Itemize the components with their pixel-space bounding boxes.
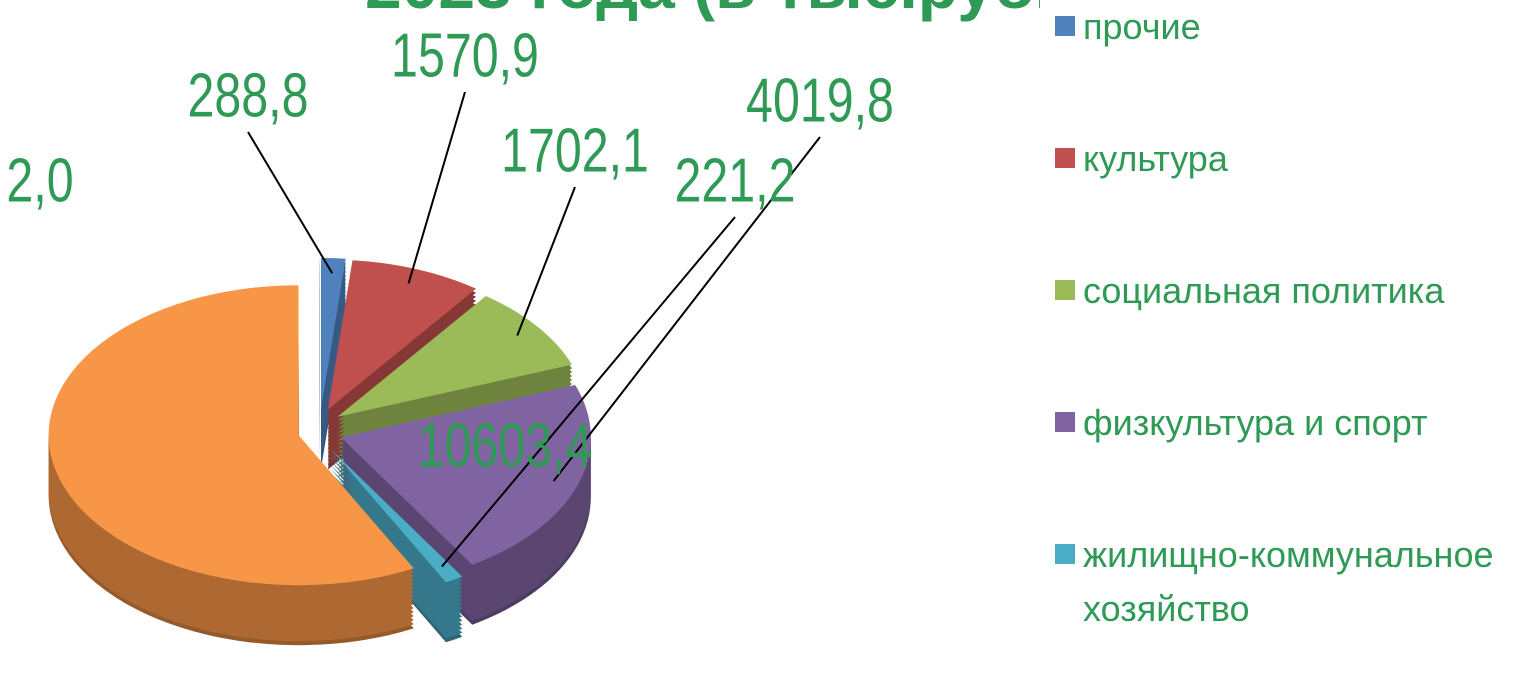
- data-label: 288,8: [188, 61, 309, 130]
- slice: [321, 258, 346, 409]
- legend-swatch: [1055, 148, 1075, 168]
- data-label: 4019,8: [746, 66, 894, 135]
- leader-line: [552, 136, 821, 482]
- pie-area: 2023 года (в тыс.руб.) 288,8 1570,9 1702,1…: [6, 0, 1040, 646]
- legend-item: культура: [1055, 132, 1515, 186]
- data-label: 1702,1: [501, 116, 649, 185]
- legend-label: социальная политика: [1083, 270, 1445, 311]
- slice: [327, 260, 477, 410]
- legend-swatch: [1055, 544, 1075, 564]
- legend-swatch: [1055, 280, 1075, 300]
- legend-item: социальная политика: [1055, 264, 1515, 318]
- legend-label: жилищно-коммунальное хозяйство: [1083, 534, 1494, 629]
- slice: [337, 295, 572, 417]
- data-label: 221,2: [675, 146, 796, 215]
- leader-line: [441, 216, 736, 568]
- data-label: 2,0: [6, 146, 73, 215]
- slice: [48, 285, 414, 586]
- legend-label: прочие: [1083, 6, 1201, 47]
- legend-label: физкультура и спорт: [1083, 402, 1428, 443]
- legend: прочие культура социальная политика физкуль…: [1055, 0, 1515, 699]
- leader-line: [407, 91, 466, 284]
- slice: [330, 449, 463, 583]
- legend-item: жилищно-коммунальное хозяйство: [1055, 528, 1515, 636]
- leader-line: [247, 131, 334, 274]
- data-label: 1570,9: [391, 21, 539, 90]
- legend-label: культура: [1083, 138, 1228, 179]
- leader-line: [516, 186, 576, 336]
- slice: [340, 385, 591, 565]
- chart-title: 2023 года (в тыс.руб.): [365, 0, 1040, 22]
- legend-swatch: [1055, 16, 1075, 36]
- legend-item: прочие: [1055, 0, 1515, 54]
- legend-swatch: [1055, 412, 1075, 432]
- legend-item: физкультура и спорт: [1055, 396, 1515, 450]
- data-label: 10603,4: [418, 411, 593, 480]
